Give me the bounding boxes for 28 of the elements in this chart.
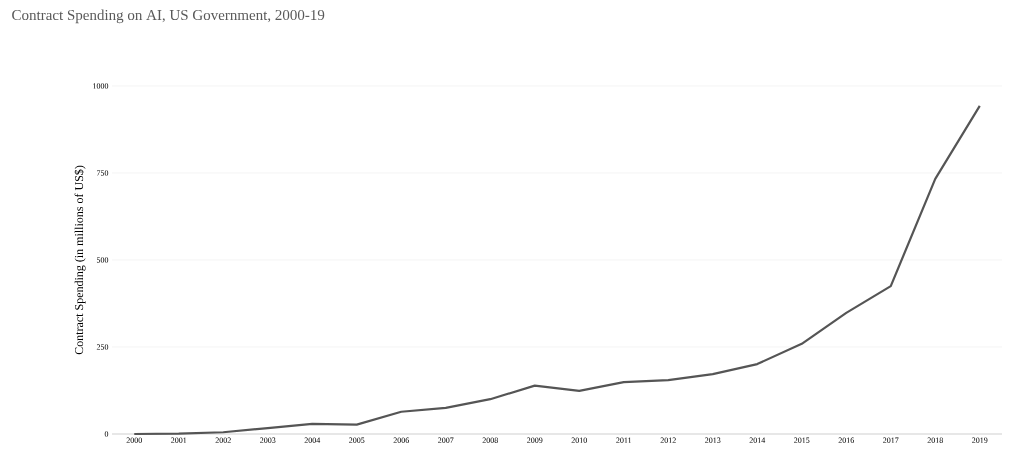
x-tick-label: 2010	[571, 437, 587, 443]
y-tick-label: 500	[96, 257, 109, 263]
x-tick-label: 2019	[972, 437, 988, 443]
x-tick-label: 2008	[482, 437, 498, 443]
x-tick-label: 2005	[349, 437, 365, 443]
x-tick-label: 2014	[749, 437, 766, 443]
x-tick-label: 2011	[616, 437, 632, 443]
x-tick-label: 2013	[705, 437, 721, 443]
x-tick-label: 2015	[794, 437, 810, 443]
x-tick-label: 2000	[126, 437, 142, 443]
x-tick-label: 2016	[838, 437, 855, 443]
y-tick-label: 250	[96, 344, 109, 350]
x-tick-label: 2001	[171, 437, 187, 443]
y-tick-label: 750	[97, 170, 109, 176]
y-tick-label: 0	[104, 431, 109, 437]
y-axis-title: Contract Spending (in millions of US$)	[74, 165, 86, 355]
y-tick-label: 1000	[93, 83, 109, 89]
x-tick-label: 2009	[527, 437, 543, 443]
x-tick-label: 2018	[927, 437, 943, 443]
x-tick-label: 2007	[438, 437, 454, 443]
x-tick-label: 2012	[660, 437, 676, 443]
x-tick-label: 2002	[215, 437, 231, 443]
x-tick-label: 2004	[304, 437, 321, 443]
x-tick-label: 2017	[883, 437, 899, 443]
chart-title: Contract Spending on AI, US Government, 2000-19	[12, 9, 325, 24]
x-tick-label: 2003	[260, 437, 276, 443]
line-series	[133, 104, 981, 436]
x-tick-label: 2006	[393, 437, 410, 443]
